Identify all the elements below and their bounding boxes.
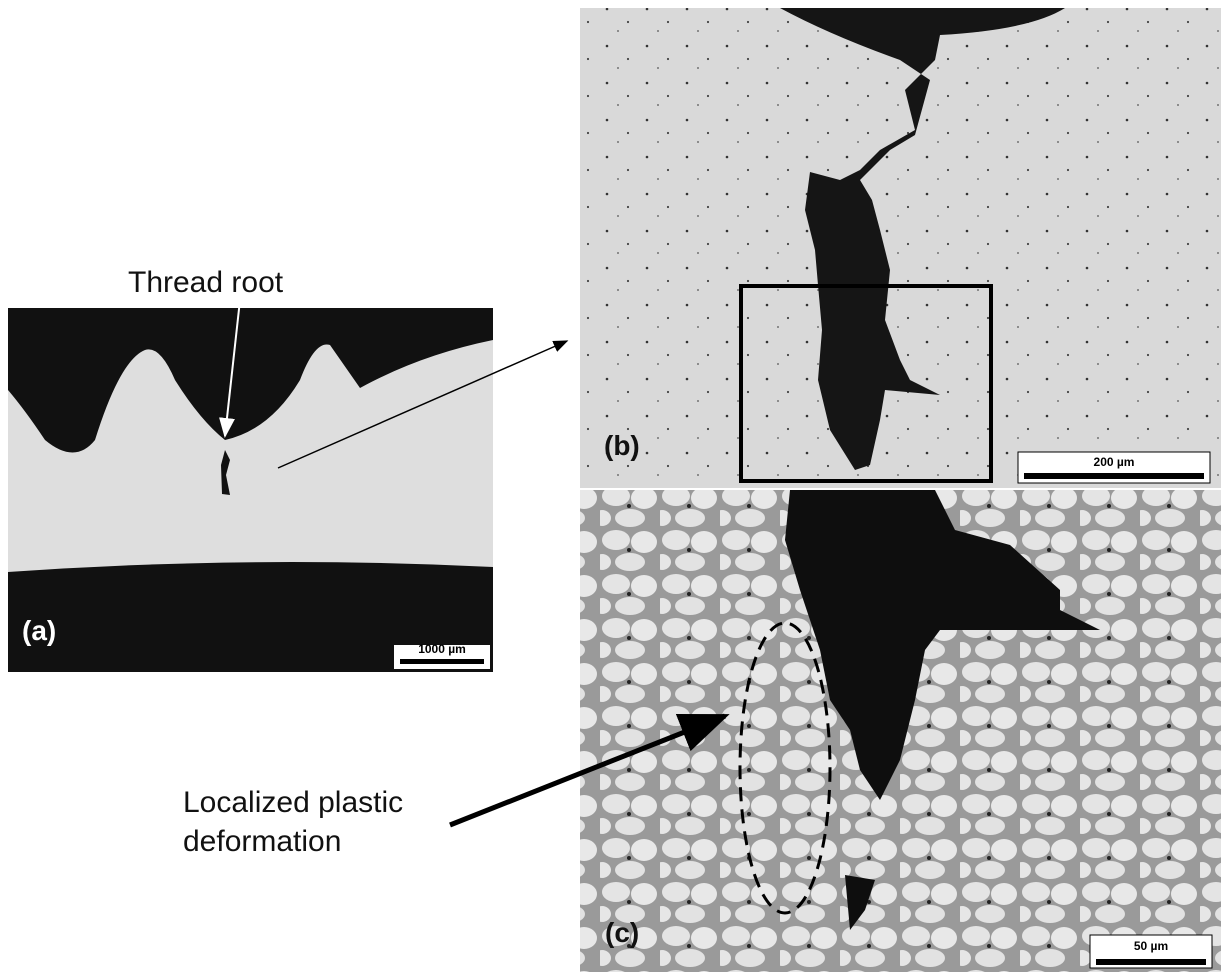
panel-label: (a) [22, 615, 56, 646]
annotation: Thread root [128, 266, 284, 299]
panel-label: (c) [605, 917, 639, 948]
annotation: Localized plastic [183, 786, 403, 819]
scale-label: 50 µm [1134, 939, 1168, 953]
panel-c: (c) 50 µm [580, 490, 1221, 972]
scale-bar [1024, 473, 1204, 479]
scale-bar [1096, 959, 1206, 965]
figure: (a) 1000 µm Thread root (b) 200 µm (c) 5… [0, 0, 1223, 974]
scale-label: 1000 µm [418, 642, 466, 656]
panel-label: (b) [604, 430, 640, 461]
scale-bar [400, 659, 484, 664]
micrograph-b [580, 8, 1221, 488]
annotation: deformation [183, 825, 341, 858]
scale-label: 200 µm [1094, 455, 1135, 469]
panel-b: (b) 200 µm [580, 8, 1221, 488]
panel-a: (a) 1000 µm [8, 300, 493, 672]
